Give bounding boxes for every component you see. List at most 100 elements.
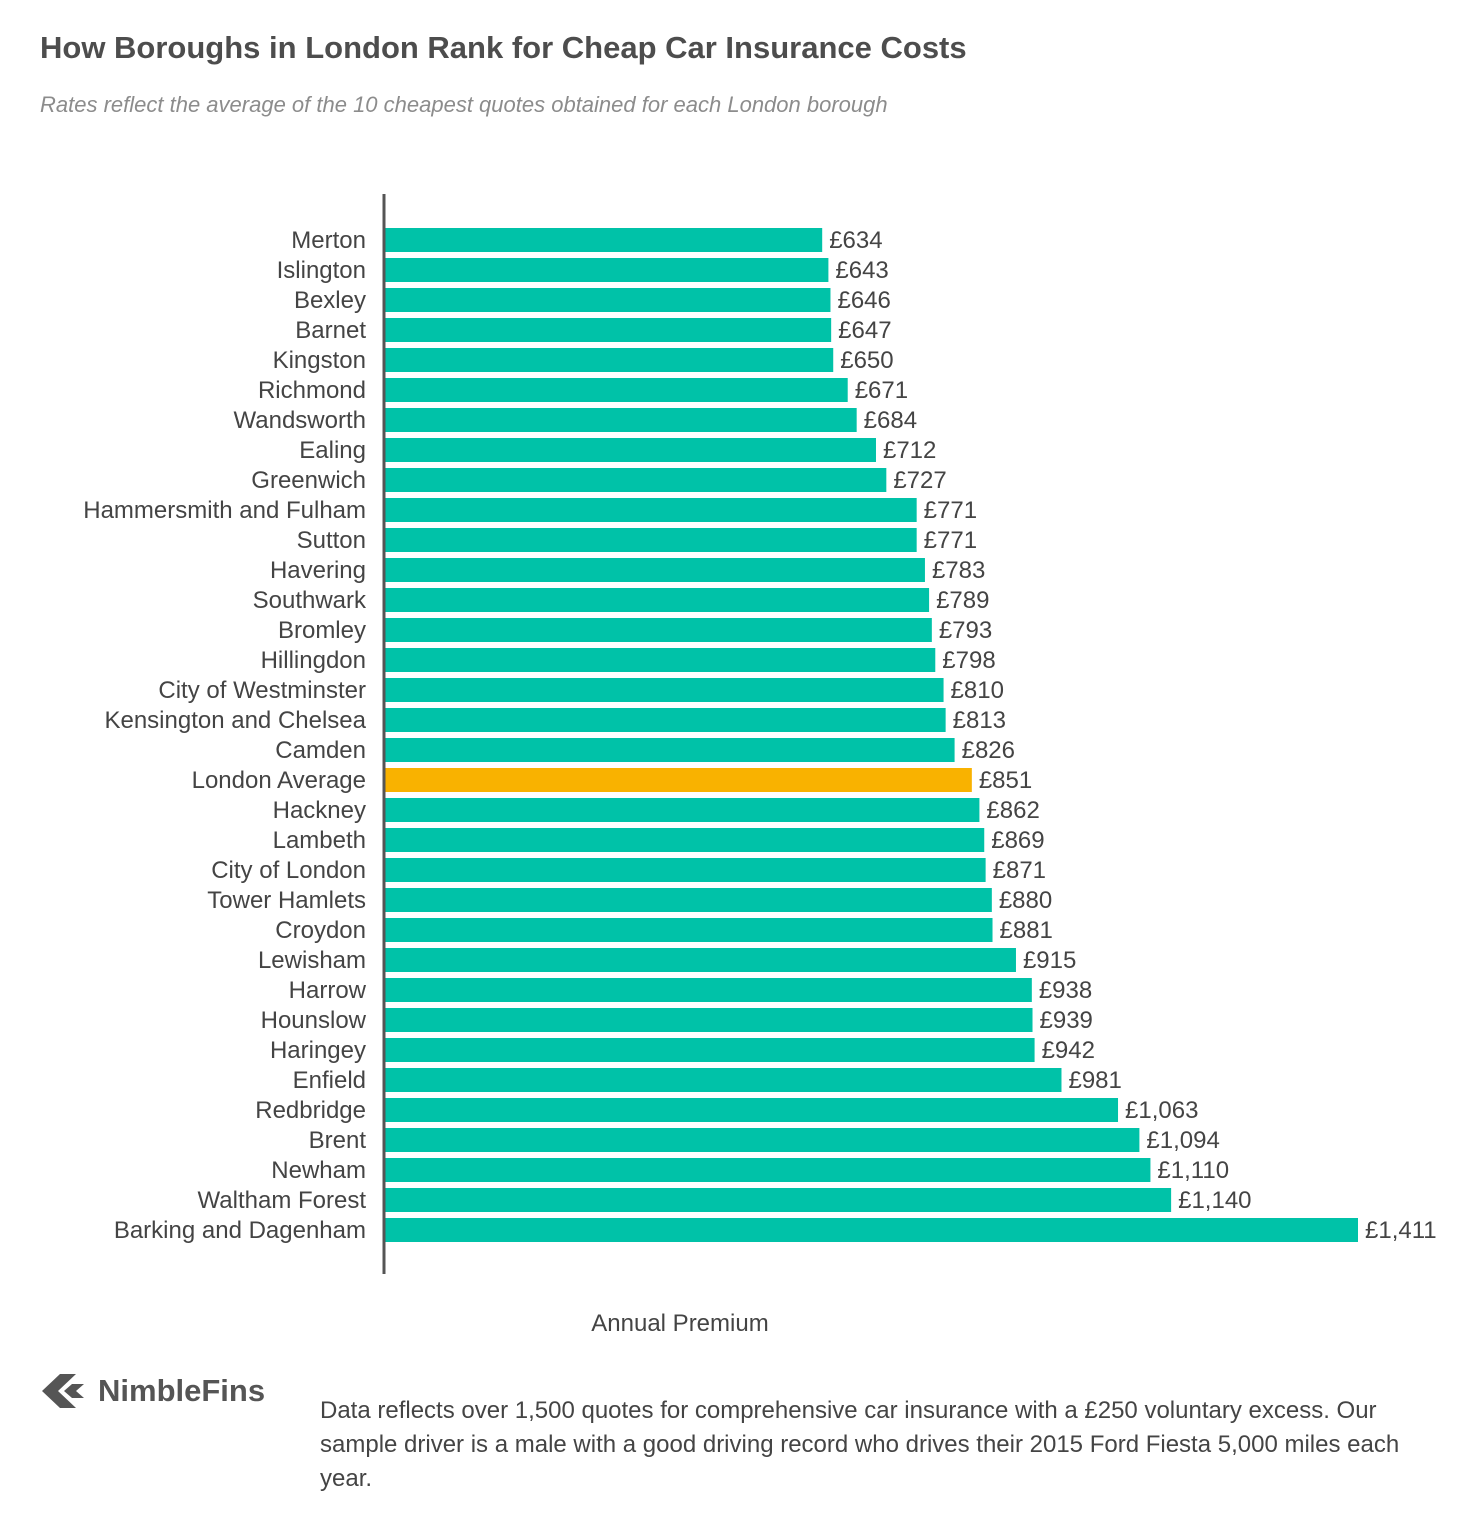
- category-label: Haringey: [270, 1037, 366, 1064]
- bar-southwark: [385, 588, 930, 612]
- value-label: £712: [883, 437, 936, 464]
- category-label: Harrow: [289, 977, 367, 1004]
- category-label: London Average: [192, 767, 366, 794]
- value-label: £1,411: [1365, 1217, 1437, 1244]
- bar-richmond: [385, 378, 848, 402]
- bar-wandsworth: [385, 408, 857, 432]
- category-label: Lewisham: [258, 947, 366, 974]
- value-label: £1,063: [1125, 1097, 1198, 1124]
- x-axis-label: Annual Premium: [591, 1310, 768, 1337]
- chart-subtitle: Rates reflect the average of the 10 chea…: [40, 92, 888, 117]
- value-label: £798: [942, 647, 995, 674]
- bar-tower-hamlets: [385, 888, 992, 912]
- category-label: Ealing: [299, 437, 366, 464]
- footnote: Data reflects over 1,500 quotes for comp…: [320, 1397, 1400, 1492]
- value-label: £871: [993, 857, 1046, 884]
- category-label: Wandsworth: [234, 407, 367, 434]
- bar-brent: [385, 1128, 1140, 1152]
- value-label: £981: [1068, 1067, 1121, 1094]
- category-label: Hounslow: [261, 1007, 367, 1034]
- category-label: Sutton: [297, 527, 366, 554]
- brand-name: NimbleFins: [98, 1373, 266, 1408]
- category-label: Southwark: [253, 587, 367, 614]
- value-label: £869: [991, 827, 1044, 854]
- bar-barking-and-dagenham: [385, 1218, 1358, 1242]
- category-label: Lambeth: [273, 827, 366, 854]
- bar-ealing: [385, 438, 876, 462]
- value-label: £1,110: [1157, 1157, 1229, 1184]
- value-label: £771: [924, 497, 977, 524]
- bars-group: [385, 228, 1358, 1242]
- value-label: £793: [939, 617, 992, 644]
- bar-barnet: [385, 318, 832, 342]
- bar-islington: [385, 258, 829, 282]
- category-label: Redbridge: [255, 1097, 366, 1124]
- bar-greenwich: [385, 468, 887, 492]
- value-label: £727: [893, 467, 946, 494]
- value-label: £915: [1023, 947, 1076, 974]
- value-labels-group: £634 £643 £646 £647 £650 £671 £684 £712 £727 £771…: [829, 227, 1436, 1244]
- category-label: Waltham Forest: [198, 1187, 367, 1214]
- bar-croydon: [385, 918, 993, 942]
- category-label: Havering: [270, 557, 366, 584]
- category-label: Barnet: [295, 317, 366, 344]
- value-label: £1,140: [1178, 1187, 1251, 1214]
- bar-hillingdon: [385, 648, 936, 672]
- category-label: City of London: [211, 857, 366, 884]
- bar-waltham-forest: [385, 1188, 1172, 1212]
- category-label: Merton: [291, 227, 366, 254]
- value-label: £826: [962, 737, 1015, 764]
- value-label: £881: [1000, 917, 1053, 944]
- category-label: Brent: [309, 1127, 367, 1154]
- bar-hackney: [385, 798, 980, 822]
- value-label: £684: [864, 407, 917, 434]
- category-label: Hammersmith and Fulham: [83, 497, 366, 524]
- category-label: Hillingdon: [261, 647, 366, 674]
- value-label: £939: [1040, 1007, 1093, 1034]
- value-label: £938: [1039, 977, 1092, 1004]
- bar-harrow: [385, 978, 1032, 1002]
- value-label: £643: [835, 257, 888, 284]
- value-label: £1,094: [1146, 1127, 1219, 1154]
- value-label: £810: [951, 677, 1004, 704]
- bar-hounslow: [385, 1008, 1033, 1032]
- value-label: £813: [953, 707, 1006, 734]
- value-label: £671: [855, 377, 908, 404]
- bar-hammersmith-and-fulham: [385, 498, 917, 522]
- nimblefins-logo-icon: [42, 1374, 84, 1408]
- bar-haringey: [385, 1038, 1035, 1062]
- bar-city-of-westminster: [385, 678, 944, 702]
- category-label: Kingston: [273, 347, 366, 374]
- bar-chart: Merton Islington Bexley Barnet Kingston Richm…: [83, 194, 1437, 1337]
- value-label: £646: [837, 287, 890, 314]
- category-label: Enfield: [293, 1067, 366, 1094]
- chart-title: How Boroughs in London Rank for Cheap Ca…: [40, 30, 967, 65]
- bar-merton: [385, 228, 823, 252]
- bar-bromley: [385, 618, 932, 642]
- bar-newham: [385, 1158, 1151, 1182]
- value-label: £862: [986, 797, 1039, 824]
- value-label: £647: [838, 317, 891, 344]
- bar-kensington-and-chelsea: [385, 708, 946, 732]
- category-label: Islington: [277, 257, 366, 284]
- bar-lambeth: [385, 828, 985, 852]
- value-label: £942: [1042, 1037, 1095, 1064]
- bar-bexley: [385, 288, 831, 312]
- category-label: Bexley: [294, 287, 366, 314]
- value-label: £880: [999, 887, 1052, 914]
- bar-city-of-london: [385, 858, 986, 882]
- category-label: Greenwich: [251, 467, 366, 494]
- bar-enfield: [385, 1068, 1062, 1092]
- value-label: £634: [829, 227, 882, 254]
- value-label: £650: [840, 347, 893, 374]
- category-label: Tower Hamlets: [207, 887, 366, 914]
- bar-havering: [385, 558, 925, 582]
- category-labels-group: Merton Islington Bexley Barnet Kingston Richm…: [83, 227, 367, 1244]
- category-label: Croydon: [275, 917, 366, 944]
- bar-redbridge: [385, 1098, 1119, 1122]
- category-label: Richmond: [258, 377, 366, 404]
- value-label: £789: [936, 587, 989, 614]
- category-label: City of Westminster: [158, 677, 366, 704]
- category-label: Newham: [271, 1157, 366, 1184]
- value-label: £783: [932, 557, 985, 584]
